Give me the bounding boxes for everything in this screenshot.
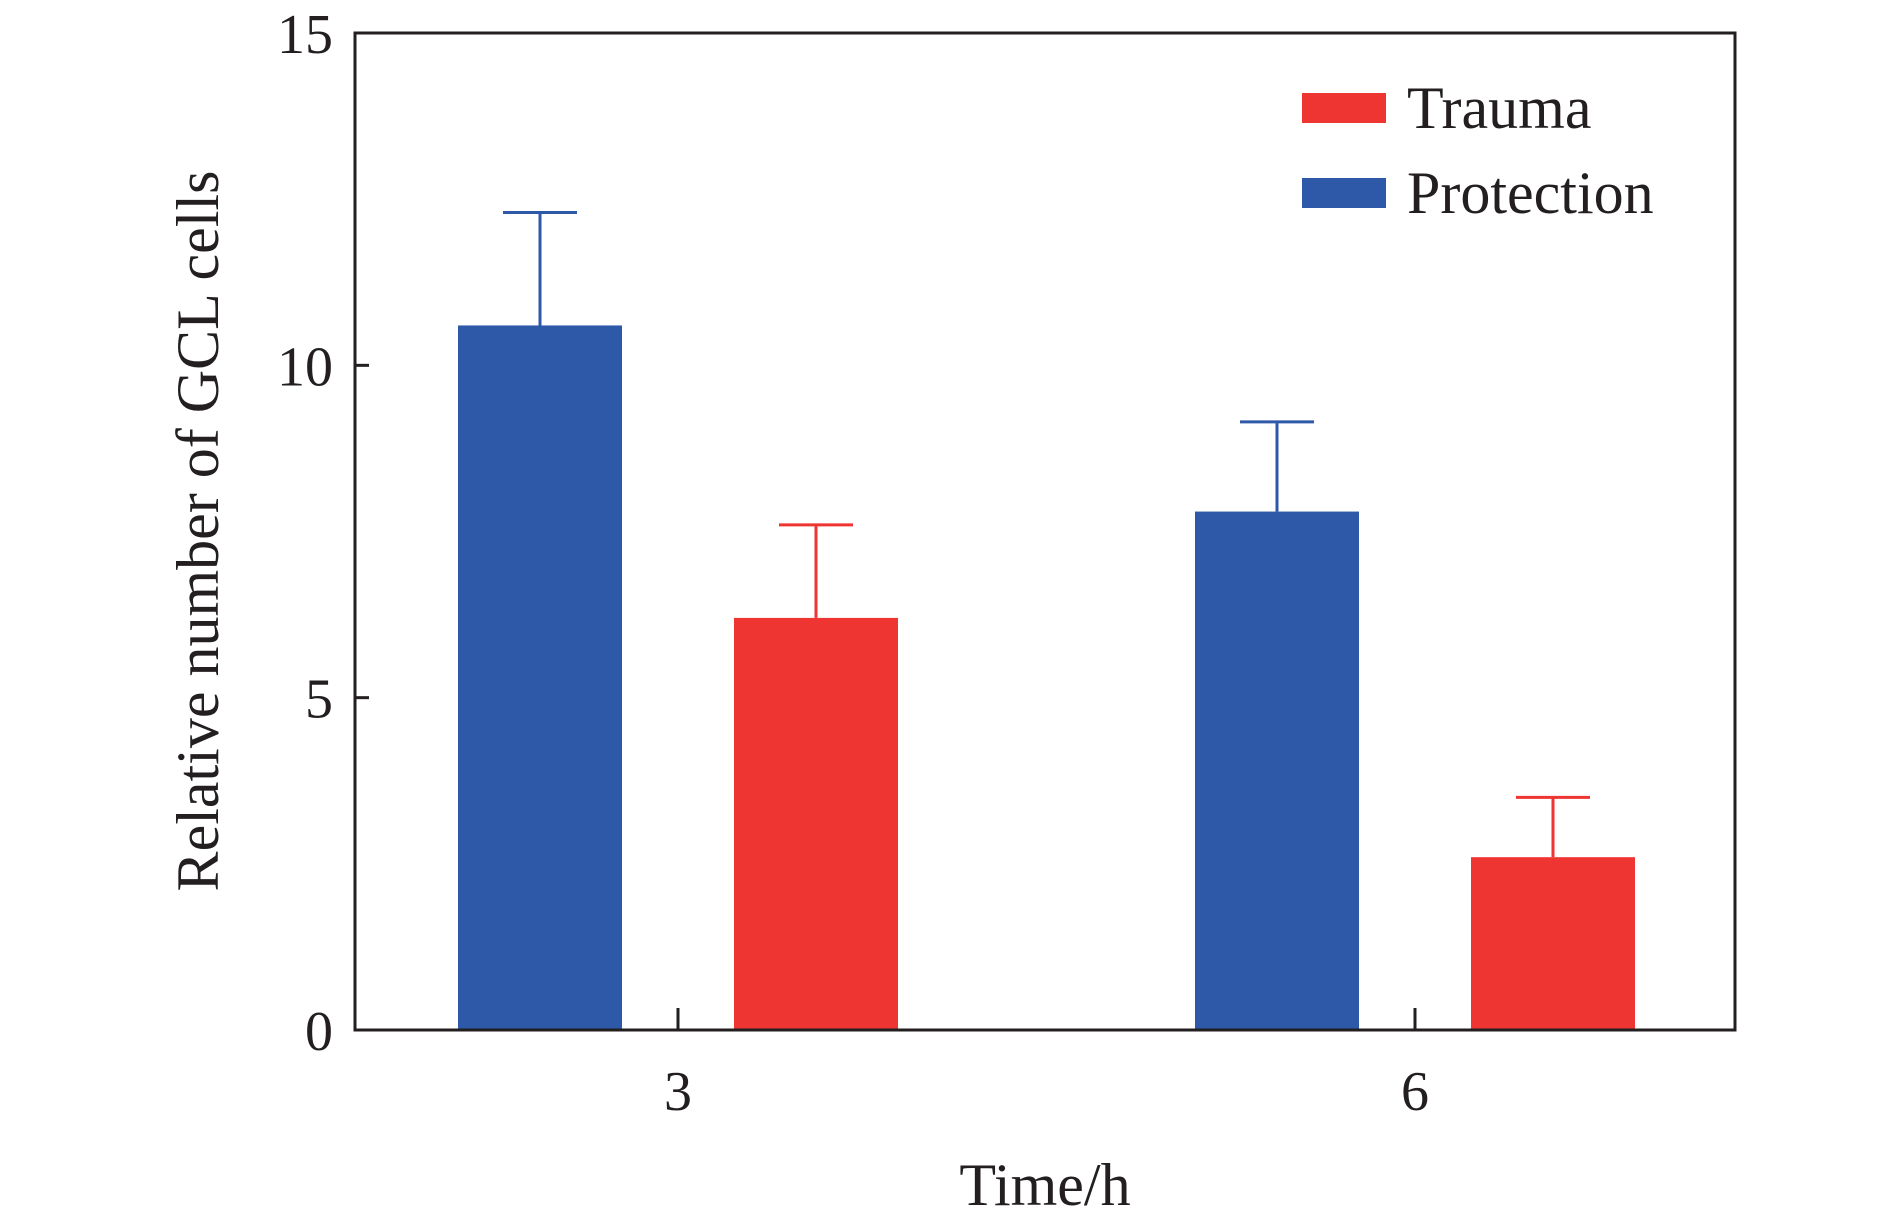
- legend: Trauma Protection: [1302, 75, 1654, 226]
- y-tick-label-10: 10: [277, 336, 333, 398]
- y-tick-label-0: 0: [305, 1001, 333, 1063]
- plot-frame: [353, 31, 1737, 1032]
- y-tick-label-15: 15: [277, 4, 333, 66]
- error-bar-protection-3: [503, 210, 577, 326]
- error-bar-trauma-3: [779, 523, 853, 618]
- bar-protection-6: [1195, 511, 1359, 1030]
- error-bars-layer: [503, 210, 1590, 858]
- legend-item-protection: Protection: [1302, 160, 1654, 226]
- bar-protection-3: [458, 325, 622, 1030]
- legend-swatch-trauma: [1302, 93, 1386, 123]
- bar-trauma-6: [1471, 857, 1635, 1030]
- y-axis-title: Relative number of GCL cells: [165, 171, 231, 892]
- legend-label-protection: Protection: [1407, 160, 1654, 226]
- legend-swatch-protection: [1302, 178, 1386, 208]
- x-tick-label-3: 3: [664, 1061, 692, 1123]
- y-tick-label-5: 5: [305, 669, 333, 731]
- ticks-layer: 0 5 10 15 3 6: [277, 4, 1429, 1123]
- error-bar-trauma-6: [1516, 795, 1590, 858]
- bar-trauma-3: [734, 617, 898, 1030]
- legend-item-trauma: Trauma: [1302, 75, 1591, 141]
- x-tick-label-6: 6: [1401, 1061, 1429, 1123]
- legend-label-trauma: Trauma: [1407, 75, 1591, 141]
- error-bar-protection-6: [1240, 420, 1314, 512]
- x-axis-title: Time/h: [959, 1152, 1130, 1218]
- bars-layer: [458, 325, 1635, 1030]
